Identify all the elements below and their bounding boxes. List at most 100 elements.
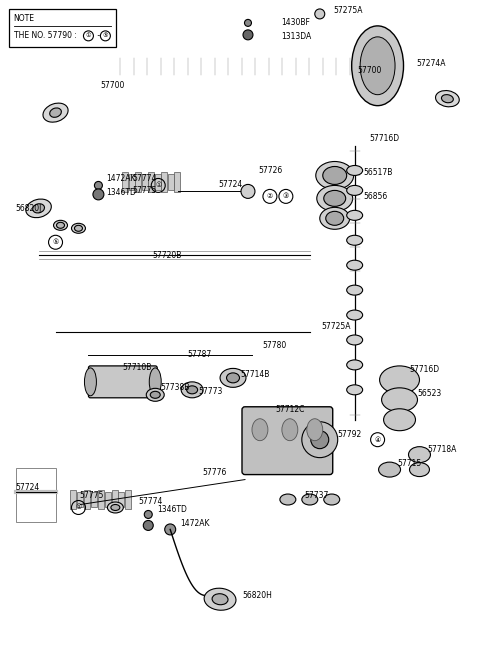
Ellipse shape: [326, 211, 344, 225]
Ellipse shape: [347, 385, 363, 395]
Ellipse shape: [50, 108, 61, 117]
Ellipse shape: [382, 388, 418, 412]
Bar: [161, 173, 167, 193]
Bar: [29, 132, 418, 300]
Bar: [135, 173, 141, 193]
Bar: [119, 491, 124, 508]
Bar: [125, 489, 132, 510]
Text: 57780: 57780: [262, 342, 286, 350]
Text: 57720B: 57720B: [152, 251, 181, 260]
Bar: [16, 459, 363, 564]
Ellipse shape: [227, 373, 240, 383]
Text: 56856: 56856: [364, 192, 388, 201]
Text: 57716D: 57716D: [409, 365, 440, 375]
Text: ⑤: ⑤: [103, 33, 108, 38]
Text: THE NO. 57790 :: THE NO. 57790 :: [13, 31, 79, 40]
Ellipse shape: [181, 382, 203, 398]
Text: 57725A: 57725A: [322, 322, 351, 330]
Circle shape: [244, 19, 252, 26]
Bar: [174, 173, 180, 193]
Bar: [155, 175, 161, 191]
Circle shape: [241, 185, 255, 199]
Ellipse shape: [212, 594, 228, 604]
FancyBboxPatch shape: [242, 406, 333, 475]
FancyBboxPatch shape: [88, 366, 157, 398]
Text: ①: ①: [75, 504, 82, 510]
Text: 57773: 57773: [198, 387, 223, 397]
Ellipse shape: [360, 37, 395, 95]
Text: 56820H: 56820H: [242, 591, 272, 600]
Bar: [148, 173, 154, 193]
Text: 57714B: 57714B: [240, 370, 269, 379]
Text: 1313DA: 1313DA: [281, 32, 311, 41]
Ellipse shape: [111, 504, 120, 510]
Text: 57737: 57737: [305, 491, 329, 500]
Text: 57718A: 57718A: [428, 445, 457, 454]
Text: 57792: 57792: [338, 430, 362, 439]
Circle shape: [315, 9, 325, 19]
Text: 56517B: 56517B: [364, 168, 393, 177]
Circle shape: [302, 422, 338, 457]
Ellipse shape: [352, 26, 404, 106]
Ellipse shape: [150, 391, 160, 399]
Bar: [77, 491, 84, 508]
Text: 57710B: 57710B: [122, 363, 152, 373]
Ellipse shape: [307, 419, 323, 441]
Ellipse shape: [316, 162, 354, 189]
Text: 57775: 57775: [80, 491, 104, 500]
Text: 57726: 57726: [258, 166, 282, 175]
Ellipse shape: [379, 462, 400, 477]
Ellipse shape: [347, 360, 363, 370]
Text: ②: ②: [267, 193, 273, 199]
Bar: [105, 491, 111, 508]
Text: ①: ①: [155, 183, 161, 189]
Circle shape: [165, 524, 176, 535]
Text: 57774: 57774: [138, 497, 163, 506]
Text: 57787: 57787: [187, 350, 211, 359]
Text: ①: ①: [85, 33, 91, 38]
Ellipse shape: [409, 463, 430, 477]
Ellipse shape: [54, 220, 68, 230]
Circle shape: [243, 30, 253, 40]
Text: ④: ④: [374, 437, 381, 443]
Text: 1430BF: 1430BF: [281, 19, 310, 27]
Ellipse shape: [347, 285, 363, 295]
Ellipse shape: [320, 207, 350, 229]
Ellipse shape: [347, 211, 363, 220]
Text: ⑤: ⑤: [52, 239, 59, 245]
Text: NOTE: NOTE: [13, 14, 35, 23]
Ellipse shape: [149, 368, 161, 396]
Text: -: -: [96, 31, 103, 40]
Text: 1346TD: 1346TD: [157, 505, 187, 514]
Ellipse shape: [323, 166, 347, 185]
Ellipse shape: [347, 335, 363, 345]
Text: 56523: 56523: [418, 389, 442, 399]
Bar: [38, 305, 393, 435]
Text: 57775: 57775: [132, 186, 156, 195]
Circle shape: [144, 510, 152, 518]
Text: 1472AK: 1472AK: [107, 174, 136, 183]
Bar: [142, 175, 148, 191]
Text: 57274A: 57274A: [417, 60, 446, 68]
Bar: [71, 489, 76, 510]
Text: 57700: 57700: [358, 66, 382, 75]
Ellipse shape: [324, 494, 340, 505]
Text: 57738B: 57738B: [160, 383, 190, 393]
Ellipse shape: [146, 389, 164, 401]
Ellipse shape: [57, 222, 64, 228]
Text: 57774: 57774: [132, 174, 156, 183]
Ellipse shape: [33, 204, 45, 213]
Circle shape: [95, 181, 102, 189]
Ellipse shape: [282, 419, 298, 441]
Ellipse shape: [84, 368, 96, 396]
Ellipse shape: [204, 589, 236, 610]
Bar: [168, 175, 174, 191]
Circle shape: [311, 431, 329, 449]
Ellipse shape: [43, 103, 68, 122]
Ellipse shape: [220, 368, 246, 387]
Text: 57724: 57724: [218, 180, 242, 189]
Circle shape: [93, 189, 104, 200]
Ellipse shape: [435, 91, 459, 107]
Ellipse shape: [347, 260, 363, 270]
Text: 57712C: 57712C: [275, 405, 304, 414]
